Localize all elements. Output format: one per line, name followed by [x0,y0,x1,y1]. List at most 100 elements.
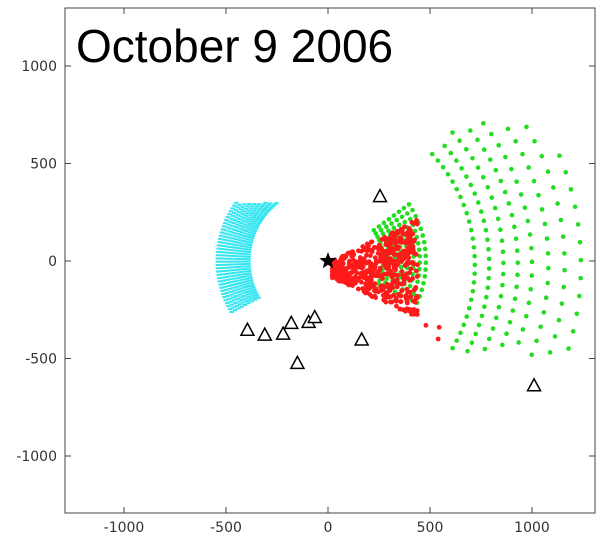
cyan-point [242,258,247,261]
green-point [466,219,472,224]
cyan-point [244,240,250,243]
red-point [360,256,366,262]
green-point [458,330,463,336]
red-point [331,271,337,277]
cyan-point [222,222,228,225]
cyan-point [248,241,253,244]
cyan-point [232,289,237,292]
cyan-point [250,294,255,297]
cyan-point [232,309,238,312]
green-point [384,276,390,281]
cyan-point [250,218,255,221]
cyan-point [240,212,245,215]
cyan-point [216,250,221,253]
cyan-point [227,248,233,251]
cyan-point [242,260,247,263]
cyan-point [242,203,247,206]
green-point [448,150,454,156]
green-point [568,187,574,192]
station-triangle [257,326,273,341]
cyan-point [251,296,257,299]
cyan-point [233,201,239,204]
green-point [454,158,459,163]
red-point [367,253,373,258]
cyan-point [251,224,256,227]
x-tick-label: -500 [210,520,242,536]
green-point [526,165,531,170]
cyan-point [256,203,262,206]
red-point [397,306,403,312]
cyan-point [239,273,245,276]
green-point [525,218,531,224]
cyan-point [250,205,255,208]
cyan-point [225,294,231,297]
cyan-point [256,296,261,299]
cyan-point [242,253,248,256]
cyan-point [227,269,233,272]
cyan-point [228,275,233,278]
cyan-point [272,203,277,206]
red-point [381,297,387,303]
green-point [469,340,475,345]
green-point [473,331,478,337]
cyan-point [231,263,236,266]
cyan-point [245,212,250,215]
green-point [410,207,415,213]
cyan-point [227,220,233,223]
cyan-point [226,284,232,287]
cyan-point [267,202,273,205]
green-point [470,288,476,294]
green-point [487,157,493,162]
red-point [401,256,407,261]
cyan-point [244,291,250,294]
red-point [387,244,393,249]
green-point [475,165,481,170]
cyan-point [238,257,244,260]
cyan-point [260,216,266,219]
station-triangle [372,188,388,203]
cyan-point [233,280,238,283]
cyan-point [222,296,227,299]
cyan-point [251,216,257,219]
green-point [498,227,503,233]
cyan-point [235,213,240,216]
green-point [558,217,564,223]
cyan-point [243,275,249,278]
cyan-point [247,274,253,277]
cyan-point [256,209,261,212]
cyan-point [251,203,257,206]
cyan-point [228,230,233,233]
cyan-point [245,238,250,241]
green-point [529,245,534,251]
cyan-point [240,219,246,222]
source-star [319,252,337,269]
green-point [543,295,549,301]
cyan-point [227,233,232,236]
cyan-point [234,283,239,286]
green-point [399,214,405,220]
green-point [391,225,397,231]
cyan-point [238,303,243,306]
red-point [415,262,420,268]
green-point [386,228,391,234]
cyan-point [222,235,227,238]
green-point [454,338,460,343]
cyan-point [233,209,239,212]
cyan-point [223,288,229,291]
cyan-point [232,219,238,222]
green-point [528,286,534,292]
cyan-point [252,298,258,301]
cyan-point [216,270,221,273]
green-point [389,221,394,226]
cyan-point [233,292,238,295]
green-point [576,293,582,299]
cyan-point [220,289,225,292]
green-point [539,153,545,159]
green-point [489,131,494,137]
green-point [495,216,501,222]
green-point [404,211,410,216]
cyan-point [227,260,232,263]
cyan-point [246,209,252,212]
green-point [423,253,429,259]
red-point [396,253,401,259]
